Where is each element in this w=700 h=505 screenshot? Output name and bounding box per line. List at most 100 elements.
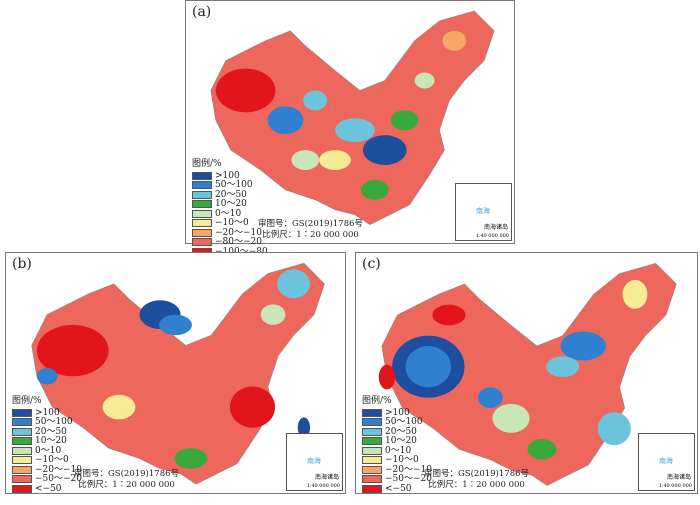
legend-item: −80～−20 <box>192 237 268 248</box>
inset-scale: 1∶40 000 000 <box>475 233 509 239</box>
legend-item: −10～0 <box>362 455 432 466</box>
legend-item: 20～50 <box>12 427 82 437</box>
legend-item: −10～0 <box>12 455 82 466</box>
change-region <box>267 106 304 135</box>
legend-swatch <box>192 228 212 237</box>
panel-label: (b) <box>12 256 32 272</box>
legend-swatch <box>362 408 382 417</box>
legend-item: −20～−10 <box>192 228 268 238</box>
legend-item: −20～−10 <box>12 465 82 475</box>
legend-label: 0～10 <box>215 208 242 219</box>
change-region <box>291 150 320 170</box>
change-region <box>174 448 208 469</box>
panel-a: (a) 图例/% >100 50～100 20～50 10～20 0～10 −10～0 −2… <box>185 0 515 257</box>
legend-item: −20～−10 <box>362 465 432 475</box>
south-china-sea-inset: 南海 南海诸岛 1∶40 000 000 <box>455 183 512 241</box>
legend-item: <−50 <box>362 484 432 494</box>
legend-swatch <box>192 209 212 218</box>
legend-swatch <box>12 408 32 417</box>
legend-swatch <box>192 238 212 247</box>
legend-label: >100 <box>35 407 60 418</box>
legend-swatch <box>192 200 212 209</box>
map-note: 审图号：GS(2019)1786号 比例尺：1∶20 000 000 <box>258 219 363 241</box>
country-base <box>31 262 325 485</box>
legend-item: 0～10 <box>12 446 82 456</box>
legend-swatch <box>12 484 32 493</box>
legend-label: 50～100 <box>215 180 253 191</box>
change-region <box>36 368 58 385</box>
legend-swatch <box>362 427 382 436</box>
legend-item: 20～50 <box>362 427 432 437</box>
legend-label: >100 <box>385 407 410 418</box>
legend-label: 50～100 <box>385 417 423 428</box>
legend-swatch <box>192 181 212 190</box>
change-region <box>560 331 607 361</box>
panel-b: (b) 图例/% >100 50～100 20～50 10～20 0～10 −10～0 −2… <box>5 252 346 494</box>
change-region <box>477 387 503 408</box>
legend-swatch <box>12 456 32 465</box>
legend-label: <−50 <box>385 483 412 494</box>
map-scale: 比例尺：1∶20 000 000 <box>262 230 359 240</box>
map-scale: 比例尺：1∶20 000 000 <box>78 480 175 490</box>
approval-number: 审图号：GS(2019)1786号 <box>424 469 530 479</box>
legend-label: 10～20 <box>35 436 67 447</box>
change-region <box>414 72 435 89</box>
legend-swatch <box>362 456 382 465</box>
legend-swatch <box>362 465 382 474</box>
legend-item: 0～10 <box>192 209 268 219</box>
legend-swatch <box>192 219 212 228</box>
change-region <box>335 118 375 143</box>
legend-label: 10～20 <box>215 199 247 210</box>
change-region <box>229 386 276 428</box>
change-region <box>492 403 530 433</box>
legend-label: −10～0 <box>35 455 69 466</box>
change-region <box>159 314 192 336</box>
inset-title: 南海诸岛 <box>483 224 508 231</box>
legend-swatch <box>12 446 32 455</box>
approval-number: 审图号：GS(2019)1786号 <box>258 219 364 229</box>
south-china-sea-inset: 南海 南海诸岛 1∶40 000 000 <box>638 433 695 491</box>
change-region <box>297 417 311 438</box>
inset-sea-label: 南海 <box>476 207 490 215</box>
legend-item: 50～100 <box>192 180 268 191</box>
legend-label: 20～50 <box>385 426 417 437</box>
china-map <box>378 262 677 486</box>
map-scale: 比例尺：1∶20 000 000 <box>428 480 525 490</box>
legend-label: 20～50 <box>215 189 247 200</box>
change-region <box>546 356 580 377</box>
legend-label: −80～−20 <box>215 237 262 248</box>
legend-label: 10～20 <box>385 436 417 447</box>
change-region <box>405 345 452 388</box>
map-note: 审图号：GS(2019)1786号 比例尺：1∶20 000 000 <box>74 469 179 491</box>
change-region <box>36 324 109 377</box>
inset-title: 南海诸岛 <box>314 474 339 481</box>
change-region <box>180 401 222 433</box>
legend-item: 10～20 <box>12 436 82 447</box>
legend-label: −10～0 <box>385 455 419 466</box>
change-region <box>527 438 557 460</box>
change-region <box>260 304 286 325</box>
legend-item: 50～100 <box>362 417 432 428</box>
south-china-sea-inset: 南海 南海诸岛 1∶40 000 000 <box>286 433 343 491</box>
legend-swatch <box>12 437 32 446</box>
china-map <box>210 10 495 225</box>
legend-title: 图例/% <box>12 396 42 406</box>
legend-item: −50～−20 <box>362 474 432 484</box>
legend-label: 50～100 <box>35 417 73 428</box>
legend-title: 图例/% <box>362 396 392 406</box>
legend-item: 50～100 <box>12 417 82 428</box>
inset-sea-label: 南海 <box>307 457 321 465</box>
change-region <box>303 90 328 111</box>
legend-item: −50～−20 <box>12 474 82 484</box>
china-map <box>31 262 325 485</box>
change-region <box>319 150 351 170</box>
legend-item: 0～10 <box>362 446 432 456</box>
inset-scale: 1∶40 000 000 <box>306 483 340 489</box>
inset-sea-label: 南海 <box>659 457 673 465</box>
legend-swatch <box>12 418 32 427</box>
legend-item: 20～50 <box>192 190 268 200</box>
change-region <box>277 269 311 299</box>
legend-label: >100 <box>215 170 240 181</box>
change-region <box>360 179 389 200</box>
legend-item: <−50 <box>12 484 82 494</box>
